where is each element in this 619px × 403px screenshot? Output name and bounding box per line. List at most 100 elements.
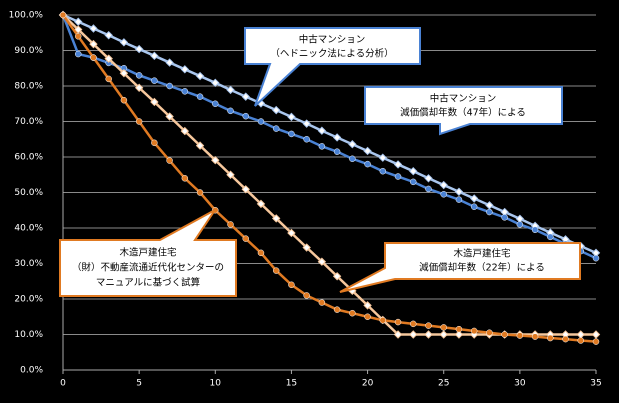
x-tick-label: 20: [362, 379, 374, 389]
y-tick-label: 70.0%: [14, 117, 43, 127]
marker: [470, 203, 478, 210]
y-tick-label: 0.0%: [20, 366, 43, 376]
marker: [287, 112, 296, 122]
marker: [394, 318, 402, 326]
marker: [516, 332, 524, 339]
marker: [90, 54, 97, 61]
marker: [211, 78, 220, 88]
marker: [287, 228, 296, 238]
annotation: （財）不動産流通近代化センターの: [72, 262, 224, 274]
y-tick-label: 40.0%: [14, 224, 43, 234]
marker: [425, 185, 432, 193]
marker: [424, 330, 433, 339]
x-tick-label: 35: [590, 379, 601, 389]
marker: [409, 330, 418, 339]
marker: [242, 235, 249, 242]
x-tick-label: 30: [514, 379, 526, 389]
marker: [180, 126, 190, 136]
marker: [349, 309, 356, 317]
marker: [89, 24, 98, 33]
marker: [439, 330, 448, 339]
marker: [486, 208, 493, 216]
annotation: 中古マンション: [299, 34, 366, 46]
marker: [227, 107, 234, 115]
marker: [364, 160, 371, 168]
marker: [257, 249, 265, 257]
marker: [592, 338, 600, 345]
marker: [318, 299, 326, 306]
marker: [74, 50, 82, 58]
marker: [501, 331, 508, 338]
callout-box: [59, 209, 237, 297]
marker: [272, 125, 280, 132]
marker: [89, 39, 98, 49]
marker: [288, 130, 295, 138]
marker: [393, 160, 403, 169]
marker: [531, 226, 539, 234]
y-tick-label: 10.0%: [14, 330, 43, 340]
annotation: 減価償却年数（22年）による: [419, 262, 545, 274]
marker: [303, 292, 310, 299]
marker: [166, 157, 173, 164]
marker: [440, 324, 447, 331]
marker: [440, 191, 447, 198]
y-tick-label: 80.0%: [14, 82, 43, 92]
marker: [181, 88, 189, 95]
marker: [150, 51, 159, 61]
marker: [288, 281, 295, 289]
x-tick-label: 5: [136, 379, 142, 389]
marker: [486, 329, 493, 336]
marker: [455, 196, 463, 203]
annotation: 中古マンション: [430, 93, 497, 105]
marker: [470, 327, 478, 335]
marker: [226, 170, 235, 179]
marker: [439, 180, 448, 190]
marker: [591, 330, 601, 339]
marker: [302, 119, 311, 128]
marker: [547, 233, 554, 241]
marker: [318, 143, 326, 150]
marker: [165, 112, 174, 121]
marker: [363, 301, 372, 310]
marker: [212, 100, 219, 107]
y-tick-label: 60.0%: [14, 153, 43, 163]
marker: [349, 155, 356, 163]
marker: [105, 75, 112, 83]
marker: [364, 313, 371, 320]
marker: [454, 330, 464, 339]
marker: [256, 199, 266, 209]
marker: [303, 136, 310, 143]
marker: [272, 267, 280, 274]
callout-box: [339, 242, 581, 293]
x-tick-label: 25: [438, 379, 449, 389]
marker: [120, 96, 128, 104]
marker: [333, 306, 341, 313]
x-tick-label: 0: [60, 379, 66, 389]
marker: [547, 334, 554, 342]
marker: [241, 185, 250, 194]
marker: [257, 118, 265, 125]
marker: [379, 167, 387, 175]
marker: [378, 153, 388, 162]
callout: 中古マンション （ヘドニック法による分析）: [244, 27, 421, 107]
marker: [317, 126, 327, 135]
marker: [195, 141, 205, 150]
marker: [271, 105, 281, 115]
y-tick-label: 100.0%: [9, 11, 44, 21]
annotation: マニュアルに基づく試算: [96, 277, 200, 289]
annotation: 減価償却年数（47年）による: [400, 107, 526, 119]
marker: [181, 175, 189, 182]
marker: [562, 335, 569, 343]
marker: [241, 92, 250, 101]
callout: 木造戸建住宅 減価償却年数（22年）による: [339, 242, 581, 293]
marker: [74, 33, 82, 40]
annotation: 木造戸建住宅: [119, 247, 176, 259]
marker: [348, 140, 357, 149]
marker: [211, 155, 220, 165]
callout-box: [364, 86, 563, 136]
y-tick-label: 20.0%: [14, 295, 43, 305]
marker: [455, 325, 463, 333]
marker: [379, 317, 387, 324]
marker: [134, 44, 144, 54]
